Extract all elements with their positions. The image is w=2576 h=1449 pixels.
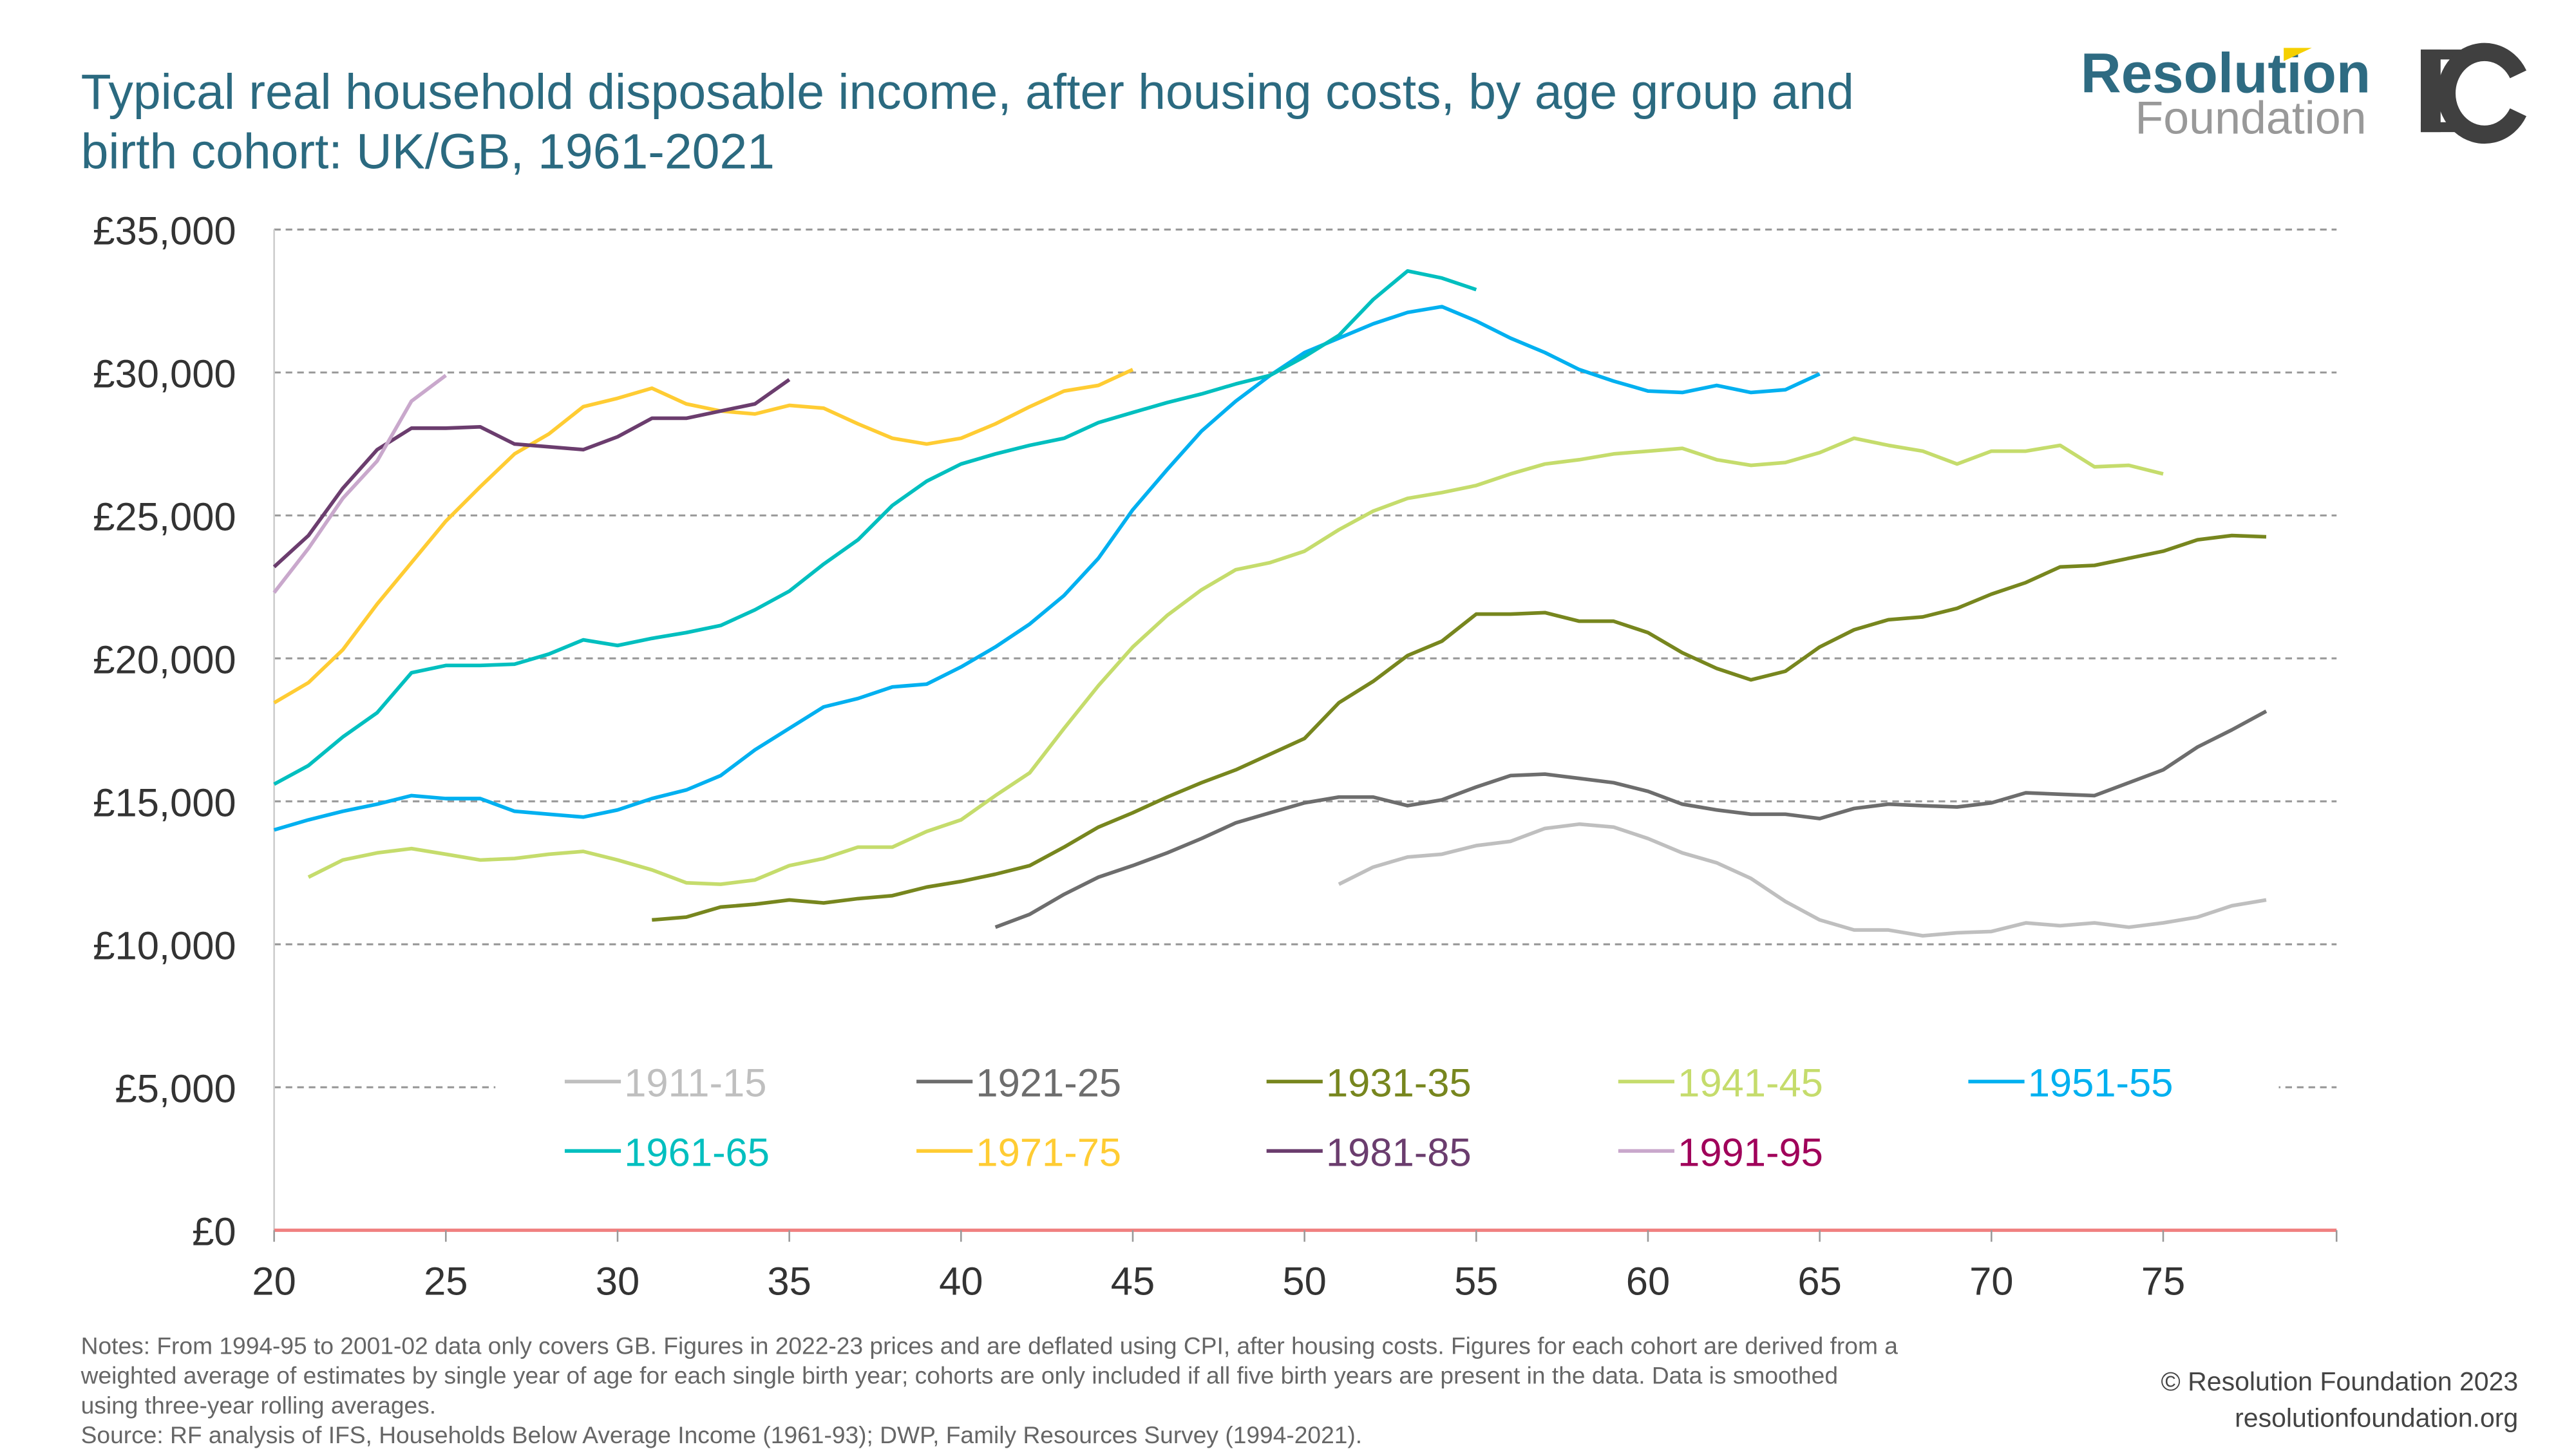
copyright: © Resolution Foundation 2023 [2161, 1367, 2519, 1396]
legend-label: 1981-85 [1326, 1130, 1472, 1175]
series-line-1981-85 [272, 378, 791, 569]
y-axis: £0 £5,000 £10,000 £15,000 £20,000 £25,000 £30,… [93, 209, 236, 1254]
legend-item-1961-65: 1961-65 [564, 1130, 770, 1175]
notes: Notes: From 1994-95 to 2001-02 data only… [80, 1332, 1899, 1448]
legend-label: 1921-25 [976, 1061, 1121, 1106]
series-lines [272, 269, 2268, 938]
chart-title-line-2: birth cohort: UK/GB, 1961-2021 [81, 124, 775, 180]
legend: 1911-15 1921-25 1931-35 1941-45 1951-55 1961-… [495, 1040, 2279, 1189]
y-tick-label: £5,000 [115, 1066, 236, 1111]
logo-foundation: Foundation [2135, 93, 2366, 144]
x-tick-label: 55 [1454, 1259, 1498, 1303]
y-tick-label: £30,000 [93, 352, 236, 396]
x-tick-label: 60 [1626, 1259, 1670, 1303]
ic-logo-icon [2420, 43, 2526, 144]
y-tick-label: £20,000 [93, 638, 236, 682]
note-line-3: using three-year rolling averages. [81, 1392, 436, 1419]
legend-item-1991-95: 1991-95 [1618, 1130, 1823, 1175]
note-line-1: Notes: From 1994-95 to 2001-02 data only… [81, 1332, 1899, 1359]
x-tick-label: 70 [1969, 1259, 2013, 1303]
x-tick-label: 45 [1111, 1259, 1155, 1303]
legend-item-1951-55: 1951-55 [1968, 1061, 2173, 1106]
y-tick-label: £0 [192, 1209, 236, 1254]
source-line: Source: RF analysis of IFS, Households B… [81, 1421, 1362, 1448]
legend-item-1971-75: 1971-75 [916, 1130, 1121, 1175]
series-line-1921-25 [994, 709, 2268, 929]
y-tick-label: £35,000 [93, 209, 236, 253]
x-axis: 20 25 30 35 40 45 50 55 60 65 70 75 [252, 229, 2338, 1303]
x-tick-label: 25 [424, 1259, 468, 1303]
legend-item-1921-25: 1921-25 [916, 1061, 1121, 1106]
logo-resolution: Resolution [2081, 43, 2371, 105]
y-tick-label: £10,000 [93, 923, 236, 968]
series-line-1911-15 [1338, 822, 2267, 938]
legend-item-1931-35: 1931-35 [1266, 1061, 1472, 1106]
x-tick-label: 50 [1282, 1259, 1326, 1303]
series-line-1941-45 [307, 436, 2164, 886]
note-line-2: weighted average of estimates by single … [80, 1362, 1838, 1389]
legend-label: 1951-55 [2028, 1061, 2174, 1106]
website: resolutionfoundation.org [2235, 1403, 2518, 1432]
chart-title-line-1: Typical real household disposable income… [81, 64, 1854, 120]
logo-accent [2284, 48, 2312, 61]
legend-item-1911-15: 1911-15 [564, 1061, 766, 1106]
legend-label: 1961-65 [624, 1130, 770, 1175]
x-tick-label: 35 [767, 1259, 811, 1303]
series-line-1951-55 [273, 305, 1821, 832]
y-tick-label: £25,000 [93, 495, 236, 539]
series-line-1971-75 [273, 368, 1134, 705]
legend-label: 1941-45 [1678, 1061, 1823, 1106]
x-tick-label: 75 [2141, 1259, 2185, 1303]
series-line-1931-35 [652, 533, 2267, 922]
x-tick-label: 30 [596, 1259, 639, 1303]
series-line-1991-95 [272, 374, 447, 594]
x-tick-label: 65 [1797, 1259, 1841, 1303]
legend-label: 1931-35 [1326, 1061, 1472, 1106]
legend-background [495, 1040, 2279, 1189]
legend-label: 1911-15 [624, 1061, 766, 1106]
resolution-foundation-logo: Resolution Foundation [2081, 43, 2526, 144]
legend-label: 1971-75 [976, 1130, 1121, 1175]
legend-label: 1991-95 [1678, 1130, 1823, 1175]
legend-item-1941-45: 1941-45 [1618, 1061, 1823, 1106]
legend-item-1981-85: 1981-85 [1266, 1130, 1472, 1175]
y-tick-label: £15,000 [93, 781, 236, 825]
x-tick-label: 20 [252, 1259, 296, 1303]
x-tick-label: 40 [939, 1259, 983, 1303]
series-line-1961-65 [273, 269, 1477, 786]
